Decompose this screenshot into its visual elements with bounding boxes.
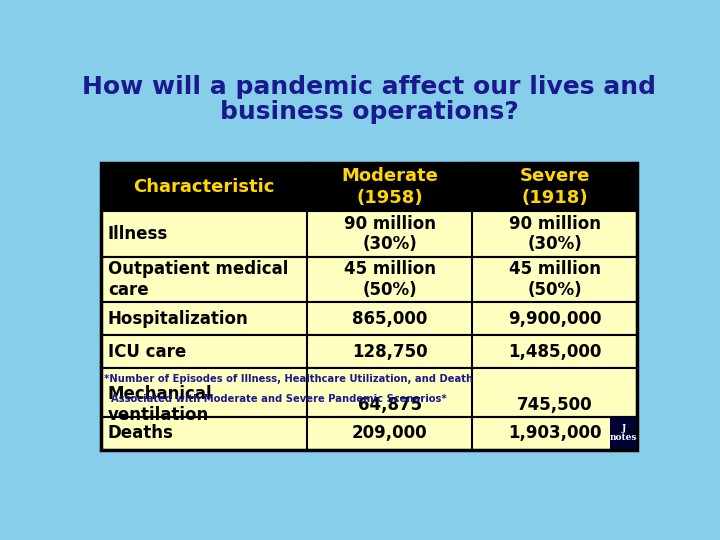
Text: business operations?: business operations? [220,100,518,124]
Text: ICU care: ICU care [108,343,186,361]
Bar [101,302,636,335]
Text: *Number of Episodes of Illness, Healthcare Utilization, and Death: *Number of Episodes of Illness, Healthca… [104,374,473,384]
Text: 865,000: 865,000 [352,310,428,328]
Text: 1,903,000: 1,903,000 [508,424,601,442]
Text: 45 million
(50%): 45 million (50%) [344,260,436,299]
Text: 64,875: 64,875 [358,396,422,414]
Text: How will a pandemic affect our lives and: How will a pandemic affect our lives and [82,75,656,99]
Bar [101,417,636,450]
Bar [101,335,636,368]
Text: 128,750: 128,750 [352,343,428,361]
Text: Outpatient medical
care: Outpatient medical care [108,260,288,299]
Text: Deaths: Deaths [108,424,174,442]
Text: Hospitalization: Hospitalization [108,310,248,328]
Text: J
notes: J notes [610,424,637,442]
Text: Moderate
(1958): Moderate (1958) [341,167,438,207]
Text: Severe
(1918): Severe (1918) [519,167,590,207]
Text: 90 million
(30%): 90 million (30%) [508,214,600,253]
Text: Illness: Illness [108,225,168,243]
Text: Characteristic: Characteristic [134,178,275,196]
Bar [610,417,636,450]
Text: 45 million
(50%): 45 million (50%) [508,260,600,299]
Text: 9,900,000: 9,900,000 [508,310,601,328]
Text: 745,500: 745,500 [517,396,593,414]
Text: Mechanical
ventilation: Mechanical ventilation [108,385,212,424]
Text: 1,485,000: 1,485,000 [508,343,601,361]
Text: 90 million
(30%): 90 million (30%) [344,214,436,253]
Text: 209,000: 209,000 [352,424,428,442]
Text: Associated with Moderate and Severe Pandemic Scenarios*: Associated with Moderate and Severe Pand… [104,394,446,404]
